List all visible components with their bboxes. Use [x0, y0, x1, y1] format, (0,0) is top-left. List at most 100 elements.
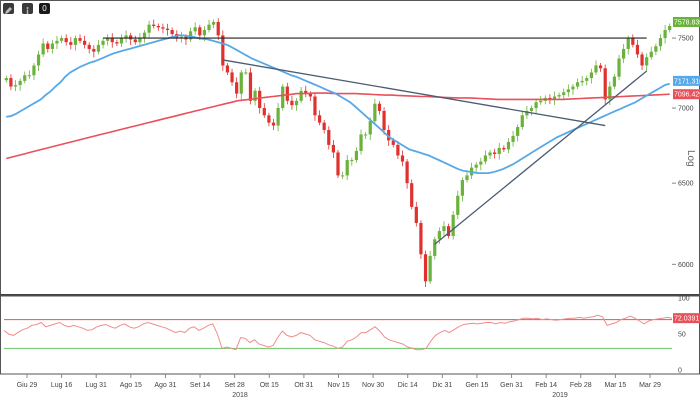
candle-body	[212, 22, 215, 25]
candle-body	[65, 38, 68, 42]
candle-body	[530, 108, 533, 111]
y-tick-label: 7000	[678, 106, 694, 113]
candle-body	[318, 115, 321, 122]
candle-body	[161, 27, 164, 28]
candle-body	[369, 121, 372, 134]
candle-body	[263, 108, 266, 115]
candle-body	[534, 102, 537, 108]
candle-body	[429, 256, 432, 281]
candle-body	[221, 35, 224, 65]
candle-body	[230, 72, 233, 82]
pen-icon[interactable]	[3, 3, 14, 14]
candle-body	[502, 148, 505, 150]
candle-body	[276, 108, 279, 126]
candle-body	[327, 130, 330, 145]
candle-body	[567, 89, 570, 92]
candle-body	[627, 38, 630, 49]
candle-body	[249, 72, 252, 100]
candle-body	[456, 196, 459, 215]
candle-body	[438, 231, 441, 239]
candle-body	[323, 123, 326, 130]
candle-body	[69, 42, 72, 45]
candle-body	[424, 254, 427, 281]
x-tick-label: Mar 15	[604, 382, 626, 389]
candle-body	[378, 104, 381, 111]
rsi-line	[4, 315, 672, 350]
ma-short-value-label: 7171.3105	[674, 78, 700, 85]
candle-body	[631, 38, 634, 45]
candle-body	[157, 26, 160, 27]
candle-body	[373, 104, 376, 121]
candle-body	[313, 97, 316, 116]
candle-body	[640, 54, 643, 65]
candle-body	[645, 57, 648, 65]
candle-body	[396, 145, 399, 156]
candle-body	[78, 38, 81, 41]
candle-body	[668, 26, 671, 30]
candle-body	[55, 41, 58, 44]
x-year-label: 2019	[552, 392, 568, 399]
candle-body	[498, 148, 501, 154]
candle-body	[401, 155, 404, 161]
candle-body	[336, 152, 339, 175]
x-tick-label: Dic 31	[432, 382, 452, 389]
candle-body	[9, 78, 12, 86]
candle-body	[166, 29, 169, 30]
x-tick-label: Ott 15	[260, 382, 279, 389]
x-year-label: 2018	[232, 392, 248, 399]
x-tick-label: Feb 28	[570, 382, 592, 389]
candle-body	[516, 127, 519, 136]
price-panel-frame	[1, 1, 700, 296]
x-tick-label: Giu 29	[17, 382, 38, 389]
x-tick-label: Nov 30	[362, 382, 384, 389]
candle-body	[581, 81, 584, 82]
candle-body	[290, 101, 293, 105]
candle-body	[539, 101, 542, 102]
info-icon[interactable]	[22, 3, 33, 14]
x-tick-label: Lug 31	[86, 382, 108, 389]
candle-body	[617, 59, 620, 77]
x-tick-label: Set 14	[190, 382, 210, 389]
candle-body	[622, 49, 625, 59]
candle-body	[613, 77, 616, 87]
candle-body	[576, 82, 579, 86]
candle-body	[207, 25, 210, 30]
price-panel: 6000650070007500Log7171.31057096.4292757…	[0, 1, 700, 297]
candle-body	[521, 115, 524, 127]
candle-body	[604, 68, 607, 99]
candle-body	[461, 180, 464, 196]
candle-body	[332, 145, 335, 153]
candle-body	[143, 33, 146, 38]
x-tick-label: Set 28	[225, 382, 245, 389]
candle-body	[111, 38, 114, 42]
candle-body	[286, 87, 289, 101]
candle-body	[511, 136, 514, 142]
y-tick-label: 6000	[678, 262, 694, 269]
candle-body	[650, 52, 653, 57]
x-tick-label: Nov 15	[327, 382, 349, 389]
candle-body	[585, 78, 588, 81]
candle-body	[341, 175, 344, 176]
candle-body	[663, 30, 666, 38]
candle-body	[115, 42, 118, 43]
candle-body	[97, 45, 100, 52]
last-price-label: 7578.8398	[674, 19, 700, 26]
candle-body	[88, 45, 91, 49]
candle-body	[562, 92, 565, 95]
candle-body	[415, 207, 418, 223]
candle-body	[42, 44, 45, 55]
candle-body	[134, 39, 137, 42]
candle-body	[28, 75, 31, 76]
x-tick-label: Ago 15	[120, 382, 142, 389]
candle-body	[240, 72, 243, 93]
candle-body	[138, 38, 141, 42]
candle-body	[272, 123, 275, 126]
candle-body	[217, 22, 220, 35]
candle-body	[493, 152, 496, 154]
candle-body	[14, 85, 17, 86]
candle-body	[194, 27, 197, 31]
candle-body	[92, 49, 95, 52]
candle-body	[74, 38, 77, 45]
candle-body	[355, 151, 358, 160]
